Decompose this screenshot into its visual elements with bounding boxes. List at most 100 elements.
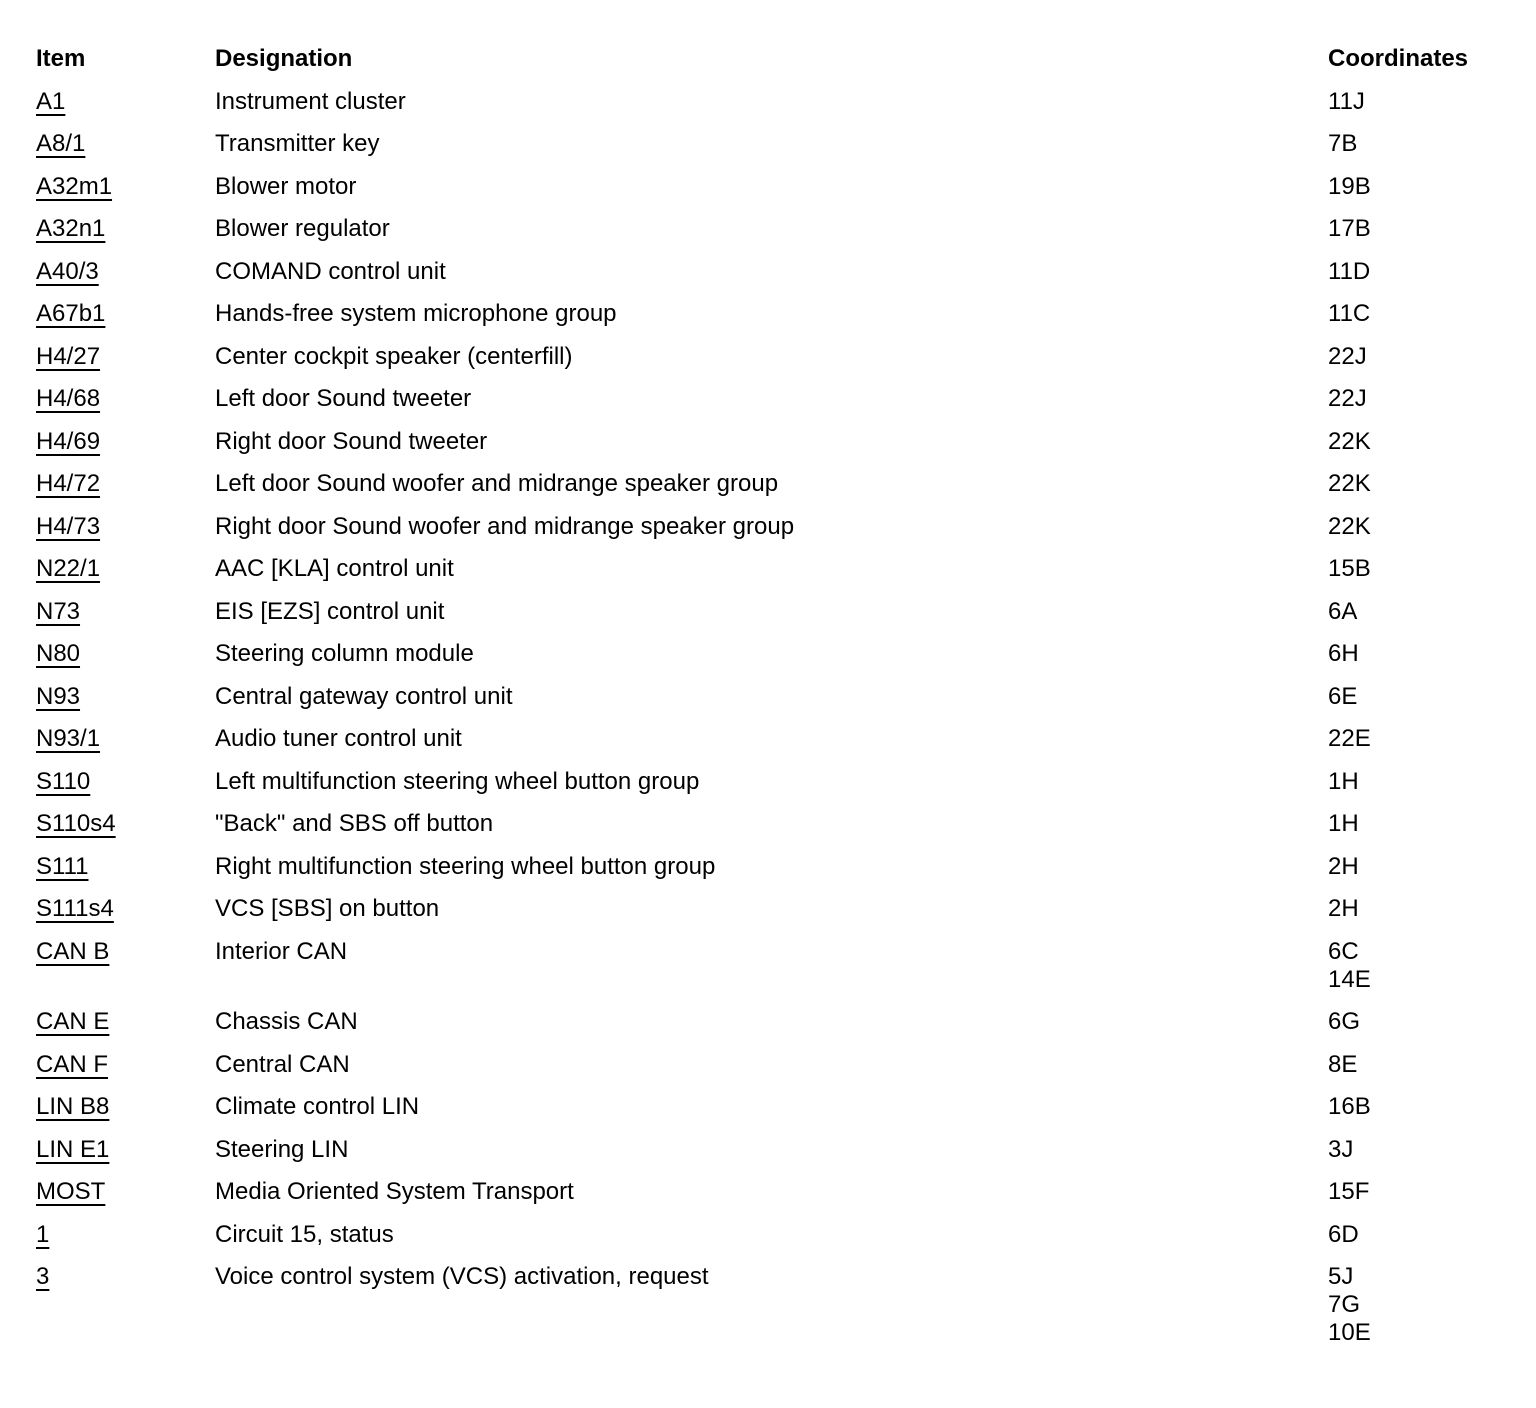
item-cell: A1 xyxy=(36,88,215,116)
coordinate-value: 22J xyxy=(1328,385,1367,412)
coordinates-cell: 19B xyxy=(1328,173,1371,201)
designation-text: Blower motor xyxy=(215,172,357,200)
coordinate-value: 22K xyxy=(1328,470,1371,497)
coordinates-cell: 2H xyxy=(1328,895,1359,923)
column-header-designation: Designation xyxy=(215,45,353,72)
coordinate-value: 22E xyxy=(1328,725,1371,752)
item-code-link[interactable]: LIN E1 xyxy=(36,1135,110,1163)
item-code-link[interactable]: H4/72 xyxy=(36,470,101,497)
table-row: CAN E Chassis CAN 6G xyxy=(36,1008,1536,1036)
item-code-link[interactable]: N73 xyxy=(36,597,81,625)
item-code-link[interactable]: A8/1 xyxy=(36,130,86,157)
item-code-link[interactable]: LIN B8 xyxy=(36,1093,110,1120)
coordinate-value: 6H xyxy=(1328,640,1359,667)
coordinates-cell: 15B xyxy=(1328,555,1371,583)
coordinate-value: 22J xyxy=(1328,342,1367,370)
designation-text: Audio tuner control unit xyxy=(215,725,462,752)
item-code-link[interactable]: S111 xyxy=(36,852,89,880)
designation-text: Left multifunction steering wheel button… xyxy=(215,767,700,795)
designation-text: Interior CAN xyxy=(215,937,348,965)
item-code-link[interactable]: A32m1 xyxy=(36,172,113,200)
designation-text: Chassis CAN xyxy=(215,1008,358,1035)
table-row: N73 EIS [EZS] control unit 6A xyxy=(36,598,1536,626)
coordinates-cell: 6A xyxy=(1328,598,1357,626)
table-row: 3 Voice control system (VCS) activation,… xyxy=(36,1263,1536,1347)
coordinate-value: 11C xyxy=(1328,300,1371,327)
designation-text: "Back" and SBS off button xyxy=(215,810,494,837)
item-code-link[interactable]: N80 xyxy=(36,640,81,667)
designation-text: Central gateway control unit xyxy=(215,682,513,710)
item-cell: A67b1 xyxy=(36,300,215,328)
item-cell: H4/73 xyxy=(36,513,215,541)
table-row: N22/1 AAC [KLA] control unit 15B xyxy=(36,555,1536,583)
coordinate-value: 2H xyxy=(1328,895,1359,922)
item-cell: N80 xyxy=(36,640,215,668)
item-code-link[interactable]: 1 xyxy=(36,1220,50,1248)
item-code-link[interactable]: S110s4 xyxy=(36,810,116,837)
item-code-link[interactable]: N22/1 xyxy=(36,555,101,582)
item-cell: LIN E1 xyxy=(36,1136,215,1164)
item-code-link[interactable]: A67b1 xyxy=(36,300,106,327)
coordinate-value: 5J xyxy=(1328,1263,1354,1290)
coordinates-cell: 22K xyxy=(1328,470,1371,498)
coordinate-value: 15F xyxy=(1328,1178,1370,1205)
item-code-link[interactable]: H4/69 xyxy=(36,427,101,455)
item-code-link[interactable]: CAN B xyxy=(36,937,110,965)
item-code-link[interactable]: S110 xyxy=(36,767,91,795)
designation-text: Left door Sound woofer and midrange spea… xyxy=(215,470,779,497)
coordinates-cell: 6D xyxy=(1328,1221,1359,1249)
designation-text: Circuit 15, status xyxy=(215,1220,394,1248)
designation-text: AAC [KLA] control unit xyxy=(215,555,454,582)
table-row: LIN B8 Climate control LIN 16B xyxy=(36,1093,1536,1121)
table-row: H4/27 Center cockpit speaker (centerfill… xyxy=(36,343,1536,371)
coordinate-value: 19B xyxy=(1328,172,1371,200)
item-code-link[interactable]: S111s4 xyxy=(36,895,114,922)
table-row: H4/73 Right door Sound woofer and midran… xyxy=(36,513,1536,541)
item-cell: H4/68 xyxy=(36,385,215,413)
item-code-link[interactable]: H4/73 xyxy=(36,512,101,540)
designation-text: Voice control system (VCS) activation, r… xyxy=(215,1263,709,1290)
table-row: CAN F Central CAN 8E xyxy=(36,1051,1536,1079)
table-row: LIN E1 Steering LIN 3J xyxy=(36,1136,1536,1164)
coordinate-value: 6A xyxy=(1328,597,1358,625)
item-code-link[interactable]: N93/1 xyxy=(36,725,101,752)
item-code-link[interactable]: A1 xyxy=(36,87,66,115)
table-row: H4/72 Left door Sound woofer and midrang… xyxy=(36,470,1536,498)
table-row: A67b1 Hands-free system microphone group… xyxy=(36,300,1536,328)
item-code-link[interactable]: N93 xyxy=(36,682,81,710)
coordinate-value: 6G xyxy=(1328,1008,1361,1035)
coordinates-cell: 1H xyxy=(1328,768,1359,796)
coordinates-cell: 11D xyxy=(1328,258,1370,286)
designation-text: Center cockpit speaker (centerfill) xyxy=(215,342,573,370)
coordinate-value: 7B xyxy=(1328,130,1358,157)
coordinates-cell: 16B xyxy=(1328,1093,1371,1121)
item-code-link[interactable]: CAN F xyxy=(36,1050,108,1078)
table-row: CAN B Interior CAN 6C 14E xyxy=(36,938,1536,994)
item-code-link[interactable]: CAN E xyxy=(36,1008,110,1035)
designation-text: VCS [SBS] on button xyxy=(215,895,440,922)
table-row: N93 Central gateway control unit 6E xyxy=(36,683,1536,711)
designation-text: Transmitter key xyxy=(215,130,380,157)
item-code-link[interactable]: 3 xyxy=(36,1263,50,1290)
coordinates-cell: 22J xyxy=(1328,385,1367,413)
designation-text: Hands-free system microphone group xyxy=(215,300,617,327)
coordinates-cell: 6G xyxy=(1328,1008,1360,1036)
coordinates-cell: 6E xyxy=(1328,683,1357,711)
coordinate-value: 11D xyxy=(1328,257,1371,285)
coordinates-cell: 6H xyxy=(1328,640,1359,668)
item-code-link[interactable]: H4/68 xyxy=(36,385,101,412)
coordinates-cell: 5J 7G 10E xyxy=(1328,1263,1371,1347)
coordinates-cell: 2H xyxy=(1328,853,1359,881)
item-code-link[interactable]: MOST xyxy=(36,1178,106,1205)
coordinates-cell: 22K xyxy=(1328,428,1371,456)
coordinate-value: 17B xyxy=(1328,215,1371,242)
coordinate-value: 6E xyxy=(1328,682,1358,710)
item-cell: A8/1 xyxy=(36,130,215,158)
coordinates-cell: 11C xyxy=(1328,300,1370,328)
table-row: N80 Steering column module 6H xyxy=(36,640,1536,668)
designation-text: Climate control LIN xyxy=(215,1093,420,1120)
coordinate-value: 2H xyxy=(1328,852,1359,880)
item-code-link[interactable]: A40/3 xyxy=(36,257,99,285)
item-code-link[interactable]: A32n1 xyxy=(36,215,106,242)
item-code-link[interactable]: H4/27 xyxy=(36,342,101,370)
